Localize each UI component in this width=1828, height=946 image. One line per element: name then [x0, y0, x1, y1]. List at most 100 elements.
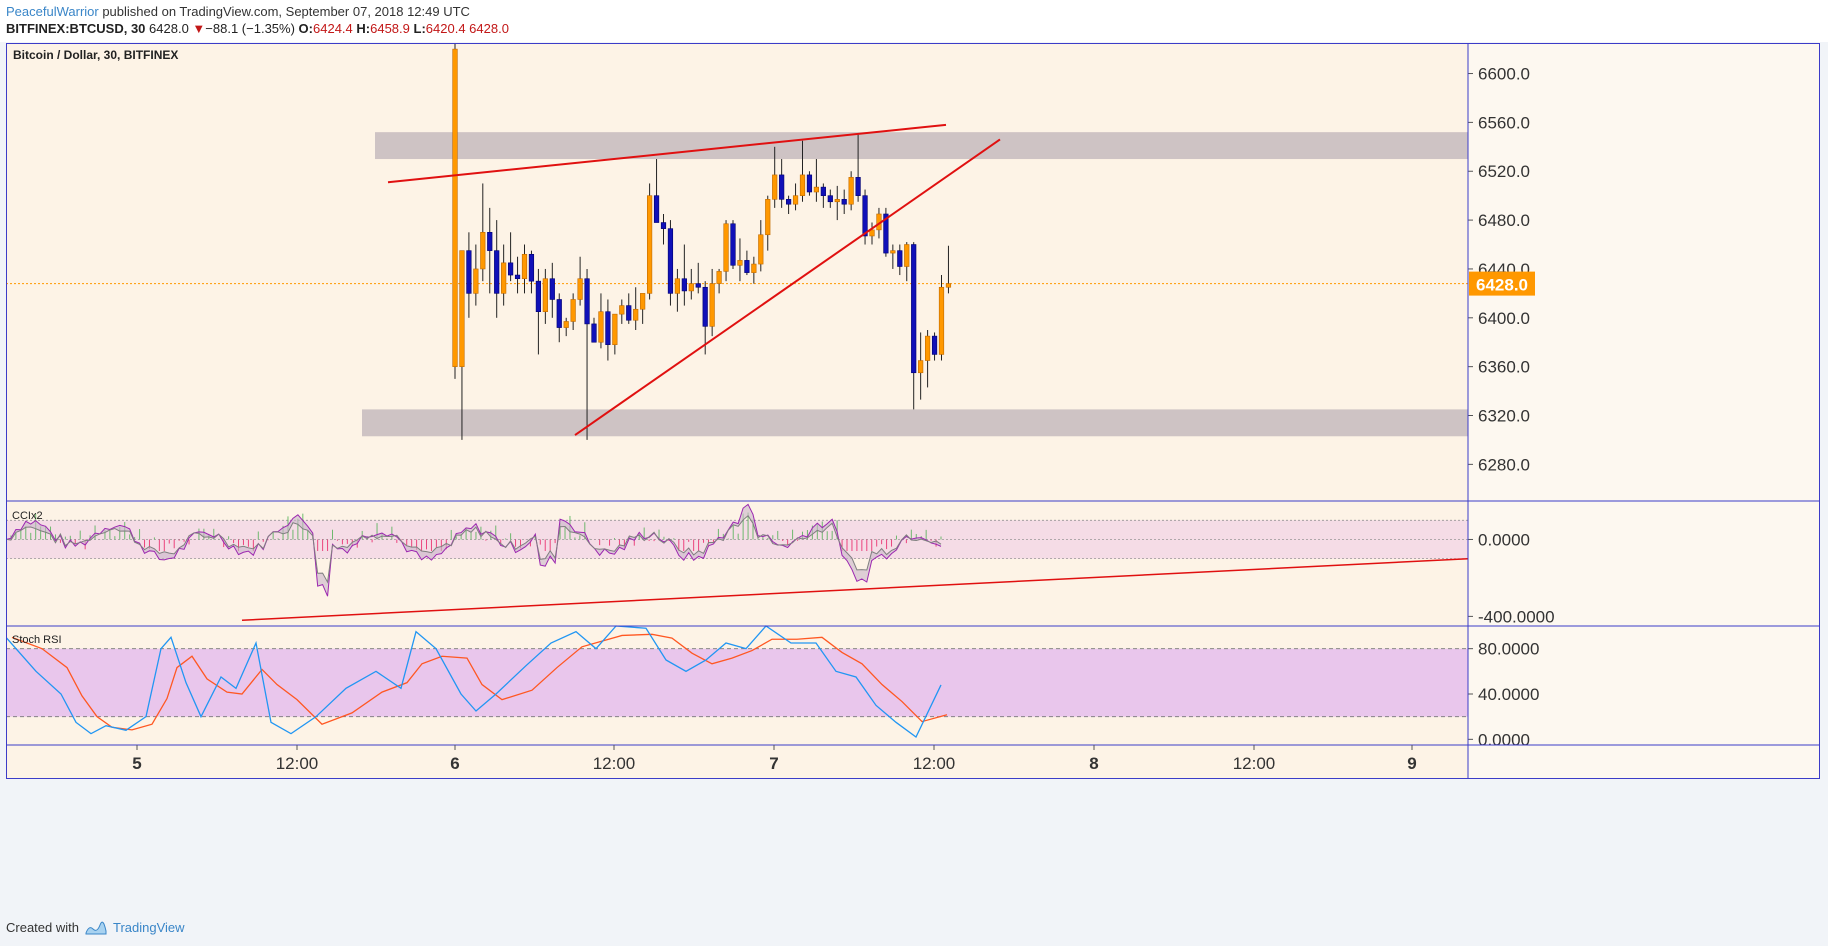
- candle[interactable]: [667, 220, 674, 306]
- candle[interactable]: [646, 183, 653, 300]
- created-with-text: Created with: [6, 920, 79, 935]
- candle[interactable]: [813, 159, 819, 202]
- candle[interactable]: [473, 244, 479, 306]
- candle[interactable]: [487, 207, 493, 294]
- candle[interactable]: [904, 242, 910, 282]
- candle[interactable]: [945, 245, 952, 294]
- candle[interactable]: [577, 256, 583, 306]
- time-tick-label: 12:00: [913, 754, 956, 773]
- candle-body: [660, 222, 667, 229]
- candle[interactable]: [452, 24, 458, 379]
- time-tick-label: 12:00: [593, 754, 636, 773]
- candle[interactable]: [938, 275, 945, 361]
- candle[interactable]: [660, 213, 667, 245]
- candle-body: [869, 229, 875, 237]
- candle[interactable]: [869, 222, 875, 245]
- candle-body: [612, 313, 618, 345]
- price-change: −88.1 (−1.35%): [205, 21, 295, 36]
- candle[interactable]: [862, 189, 868, 245]
- candle[interactable]: [535, 268, 541, 355]
- candle[interactable]: [605, 299, 611, 361]
- candle[interactable]: [521, 244, 528, 294]
- candle[interactable]: [758, 220, 764, 272]
- candle[interactable]: [480, 183, 486, 282]
- candle[interactable]: [528, 250, 535, 294]
- tradingview-logo-icon: [85, 921, 107, 934]
- candle[interactable]: [591, 317, 597, 343]
- candle[interactable]: [792, 183, 799, 211]
- candle[interactable]: [709, 268, 715, 337]
- change-arrow-icon: ▼: [192, 21, 206, 36]
- candle[interactable]: [931, 332, 938, 361]
- candle[interactable]: [751, 256, 757, 284]
- candle[interactable]: [723, 220, 729, 282]
- candle-body: [626, 305, 632, 321]
- candle[interactable]: [584, 268, 590, 440]
- candle[interactable]: [514, 256, 521, 294]
- tradingview-brand-link[interactable]: TradingView: [112, 920, 185, 935]
- candle[interactable]: [653, 159, 660, 223]
- candle[interactable]: [598, 293, 604, 349]
- candle[interactable]: [772, 146, 778, 208]
- candle[interactable]: [501, 244, 507, 306]
- candle-body: [598, 311, 604, 343]
- candle[interactable]: [924, 330, 931, 388]
- candle[interactable]: [834, 185, 840, 221]
- candle[interactable]: [716, 268, 722, 294]
- candle[interactable]: [730, 220, 736, 269]
- candle[interactable]: [744, 250, 750, 276]
- publication-header: PeacefulWarrior published on TradingView…: [0, 0, 1828, 42]
- candle[interactable]: [633, 287, 639, 331]
- candle[interactable]: [459, 250, 465, 440]
- candle[interactable]: [918, 332, 924, 400]
- candle[interactable]: [765, 195, 771, 251]
- candle[interactable]: [494, 220, 500, 318]
- candle-body: [466, 250, 472, 294]
- candle[interactable]: [799, 140, 806, 202]
- candle[interactable]: [695, 262, 701, 294]
- candle[interactable]: [612, 313, 618, 355]
- candle[interactable]: [827, 189, 833, 208]
- candle[interactable]: [619, 299, 625, 324]
- candle-body: [862, 195, 868, 237]
- candle[interactable]: [507, 232, 514, 282]
- chart-canvas[interactable]: Bitcoin / Dollar, 30, BITFINEX 6600.0 6560…: [5, 24, 1820, 911]
- candle[interactable]: [570, 293, 576, 331]
- chart-area[interactable]: Bitcoin / Dollar, 30, BITFINEX 6600.0 6560…: [5, 24, 1820, 911]
- open-label: O:: [298, 21, 313, 36]
- candle[interactable]: [897, 244, 903, 276]
- candle[interactable]: [785, 195, 792, 214]
- candle[interactable]: [626, 293, 632, 324]
- candle[interactable]: [855, 134, 861, 202]
- candle[interactable]: [563, 317, 569, 337]
- candle-body: [848, 177, 854, 205]
- candle[interactable]: [688, 268, 694, 300]
- candle[interactable]: [674, 268, 680, 312]
- candle[interactable]: [640, 293, 646, 324]
- symbol-label: BITFINEX:BTCUSD, 30: [6, 21, 146, 36]
- author-link[interactable]: PeacefulWarrior: [6, 4, 99, 19]
- candle[interactable]: [841, 189, 847, 214]
- candle[interactable]: [848, 171, 854, 211]
- candle[interactable]: [466, 232, 472, 318]
- candle-body: [841, 199, 847, 205]
- candle[interactable]: [890, 244, 896, 269]
- price-tick-label: 6560.0: [1478, 113, 1530, 132]
- candle-body: [646, 195, 653, 294]
- candle-body: [751, 263, 757, 273]
- candle[interactable]: [702, 281, 708, 355]
- candle-body: [487, 232, 493, 251]
- candle[interactable]: [556, 293, 562, 343]
- candle[interactable]: [911, 242, 917, 410]
- candle-body: [723, 223, 729, 272]
- candle[interactable]: [681, 244, 687, 306]
- candle[interactable]: [820, 183, 826, 208]
- candle-body: [681, 278, 687, 292]
- time-tick-label: 8: [1089, 754, 1098, 773]
- candle[interactable]: [542, 268, 548, 324]
- candle[interactable]: [549, 262, 555, 318]
- candle[interactable]: [737, 238, 743, 282]
- candle[interactable]: [806, 171, 813, 196]
- candle[interactable]: [883, 207, 889, 257]
- candle[interactable]: [779, 159, 785, 208]
